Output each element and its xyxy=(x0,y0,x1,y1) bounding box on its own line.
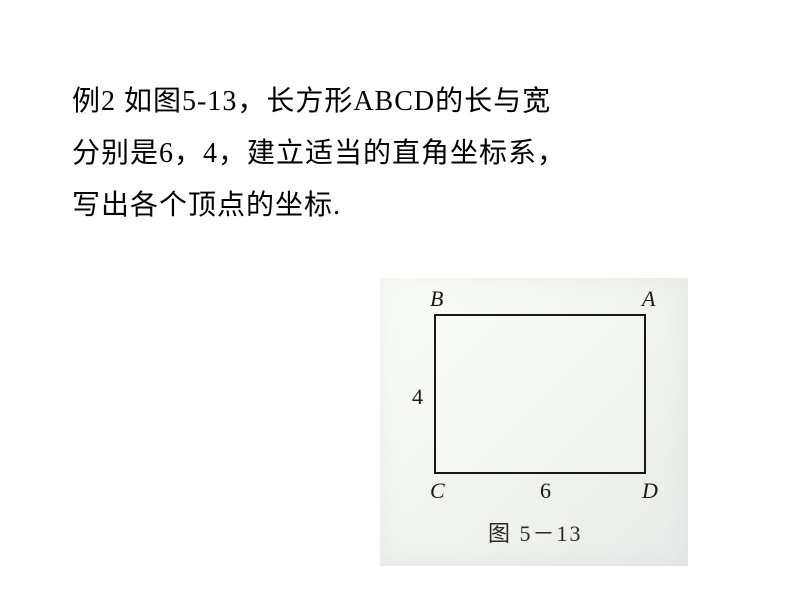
figure-inner: B A C D 4 6 图 5－13 xyxy=(380,278,688,566)
figure-caption: 图 5－13 xyxy=(488,516,583,548)
dimension-width: 6 xyxy=(540,478,551,504)
vertex-label-d: D xyxy=(642,478,658,504)
vertex-label-c: C xyxy=(430,478,445,504)
rectangle-abcd xyxy=(434,314,646,474)
vertex-label-b: B xyxy=(430,286,443,312)
dimension-height: 4 xyxy=(412,384,423,410)
problem-line-3: 写出各个顶点的坐标. xyxy=(72,180,672,232)
problem-text: 例2 如图5-13，长方形ABCD的长与宽 分别是6，4，建立适当的直角坐标系，… xyxy=(72,76,672,231)
problem-line-2: 分别是6，4，建立适当的直角坐标系， xyxy=(72,128,672,180)
figure-container: B A C D 4 6 图 5－13 xyxy=(380,278,688,566)
problem-line-1: 例2 如图5-13，长方形ABCD的长与宽 xyxy=(72,76,672,128)
vertex-label-a: A xyxy=(642,286,655,312)
